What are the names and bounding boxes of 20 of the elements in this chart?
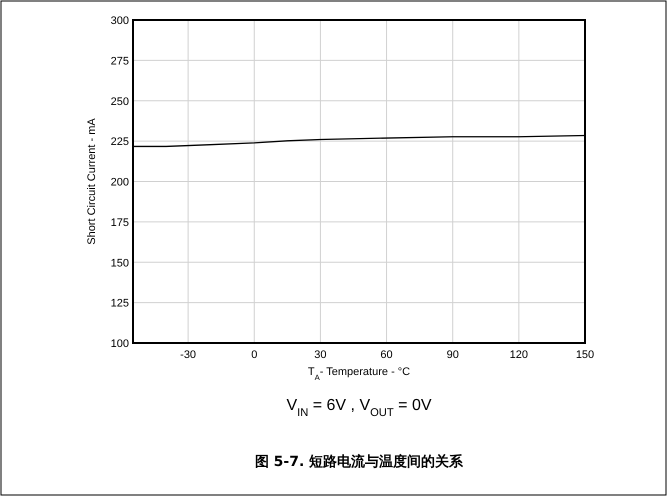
x-tick-label: 90 [446, 349, 459, 361]
text: V$_{IN}$ = 6V , V$_{OUT}$ = 0V [286, 397, 432, 419]
x-tick-label: 60 [380, 349, 393, 361]
y-tick-label: 100 [110, 338, 129, 350]
x-tick-label: 30 [314, 349, 327, 361]
x-tick-label: 0 [251, 349, 258, 361]
y-tick-label: 125 [110, 298, 129, 310]
y-tick-label: 200 [110, 176, 129, 188]
text: 图 5-7. 短路电流与温度间的关系 [254, 453, 464, 470]
y-tick-label: 275 [110, 55, 129, 68]
x-axis-title: T$_{A}$- Temperature - °C [308, 366, 410, 382]
y-axis-title: Short Circuit Current - mA [86, 118, 98, 245]
y-tick-label: 225 [110, 136, 129, 148]
x-tick-label: 120 [510, 349, 528, 361]
y-tick-label: 150 [110, 257, 129, 270]
y-tick-label: 250 [110, 96, 129, 108]
x-tick-label: -30 [180, 349, 196, 361]
x-tick-label: 150 [576, 349, 594, 361]
y-tick-label: 300 [110, 15, 129, 27]
y-tick-label: 175 [110, 216, 129, 229]
